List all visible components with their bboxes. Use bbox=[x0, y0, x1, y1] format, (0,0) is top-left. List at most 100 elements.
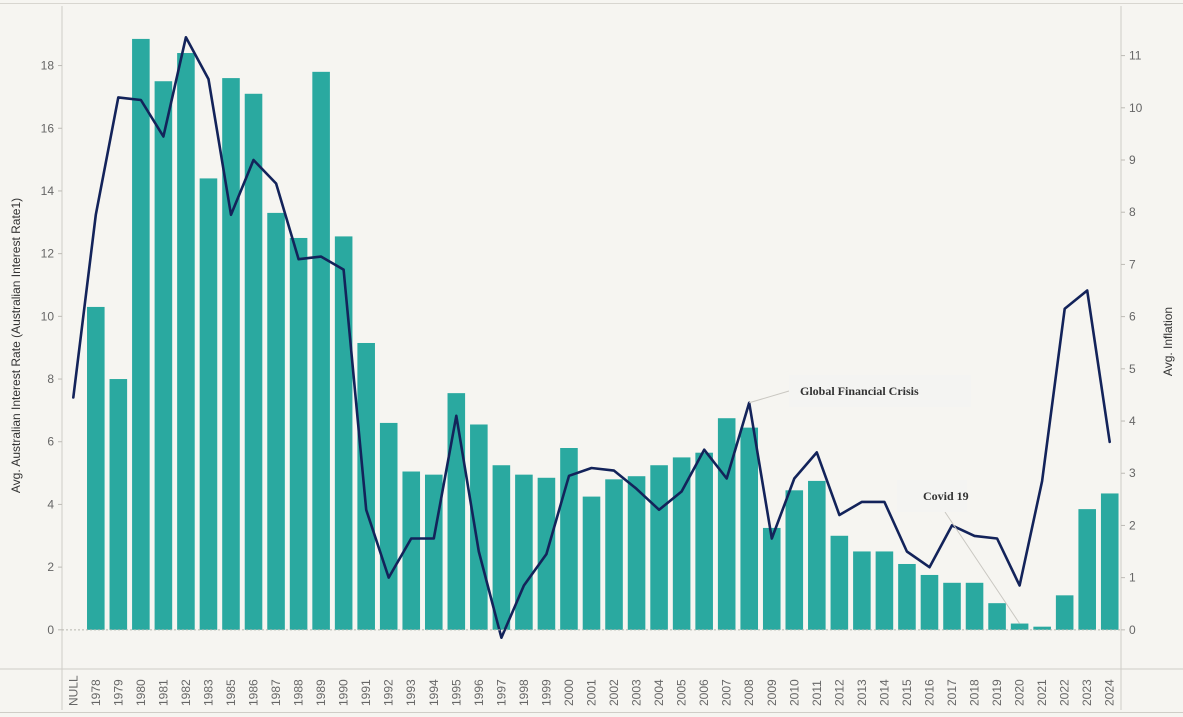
x-tick-label: 2003 bbox=[630, 679, 644, 706]
x-tick-label: 2023 bbox=[1080, 679, 1094, 706]
bar bbox=[199, 178, 218, 630]
bar bbox=[740, 427, 759, 630]
x-tick-label: 1982 bbox=[179, 679, 193, 706]
x-tick-label: 2010 bbox=[787, 679, 801, 706]
y2-tick-label: 9 bbox=[1129, 153, 1136, 167]
y-tick-label: 6 bbox=[47, 435, 54, 449]
bar bbox=[267, 212, 285, 630]
y2-tick-label: 0 bbox=[1129, 623, 1136, 637]
bar bbox=[132, 38, 150, 630]
bar bbox=[785, 490, 804, 630]
x-tick-label: 2024 bbox=[1103, 679, 1117, 706]
x-tick-label: 2005 bbox=[675, 679, 689, 706]
bar bbox=[109, 379, 128, 630]
y-tick-label: 16 bbox=[41, 121, 55, 135]
frame-bottom-border bbox=[0, 712, 1183, 713]
bar bbox=[717, 418, 736, 630]
x-tick-label: 2015 bbox=[900, 679, 914, 706]
bar bbox=[402, 471, 421, 630]
x-tick-label: 1988 bbox=[292, 679, 306, 706]
x-tick-label: 2019 bbox=[990, 679, 1004, 706]
x-tick-label: 2009 bbox=[765, 679, 779, 706]
x-tick-label: 1992 bbox=[382, 679, 396, 706]
bar bbox=[1100, 493, 1119, 630]
x-tick-label: 1995 bbox=[449, 679, 463, 706]
x-tick-label: 2021 bbox=[1035, 679, 1049, 706]
y2-tick-label: 6 bbox=[1129, 310, 1136, 324]
bar bbox=[830, 535, 849, 630]
x-tick-label: 1986 bbox=[247, 679, 261, 706]
annotations-layer: Global Financial Crisis Covid 19 bbox=[749, 375, 1021, 624]
x-tick-label: 2006 bbox=[697, 679, 711, 706]
bar bbox=[312, 71, 330, 630]
x-tick-label: 2008 bbox=[742, 679, 756, 706]
bar bbox=[289, 237, 308, 630]
x-tick-label: 1990 bbox=[337, 679, 351, 706]
line-layer bbox=[72, 35, 1111, 640]
bar bbox=[988, 603, 1006, 630]
inflation-line bbox=[72, 35, 1111, 640]
x-tick-label: 1999 bbox=[539, 679, 553, 706]
x-tick-label: 1985 bbox=[224, 679, 238, 706]
bar bbox=[177, 53, 195, 630]
x-tick-label: 2011 bbox=[810, 680, 824, 706]
y2-axis-title: Avg. Inflation bbox=[1161, 307, 1175, 376]
y-tick-label: 18 bbox=[41, 59, 55, 73]
bar bbox=[672, 457, 691, 630]
y2-tick-label: 1 bbox=[1129, 571, 1136, 585]
bar bbox=[470, 424, 488, 630]
y-tick-label: 0 bbox=[47, 623, 54, 637]
y-tick-label: 2 bbox=[47, 560, 54, 574]
bar bbox=[627, 476, 646, 630]
bar bbox=[515, 474, 533, 630]
y2-tick-label: 10 bbox=[1129, 101, 1143, 115]
y-tick-label: 12 bbox=[41, 247, 55, 261]
x-tick-label: 1998 bbox=[517, 679, 531, 706]
x-tick-label: 2013 bbox=[855, 679, 869, 706]
x-tick-label: 1989 bbox=[314, 679, 328, 706]
bar bbox=[853, 551, 871, 630]
covid-annotation-leader bbox=[944, 511, 1021, 624]
x-tick-label: 1981 bbox=[156, 679, 170, 706]
bar bbox=[1078, 509, 1096, 630]
bar bbox=[965, 582, 984, 630]
x-tick-label: 2017 bbox=[945, 679, 959, 706]
x-tick-label: 2000 bbox=[562, 679, 576, 706]
bar bbox=[1010, 623, 1029, 630]
x-tick-label: 1983 bbox=[201, 679, 215, 706]
covid-annotation-box bbox=[897, 480, 967, 512]
x-tick-label: 1980 bbox=[134, 679, 148, 706]
bar bbox=[334, 236, 353, 630]
x-tick-label: 2020 bbox=[1013, 679, 1027, 706]
bar bbox=[379, 422, 398, 630]
x-tick-label: NULL bbox=[66, 675, 80, 706]
x-tick-label: 1978 bbox=[89, 679, 103, 706]
x-tick-label: 1996 bbox=[472, 679, 486, 706]
x-tick-label: 2012 bbox=[832, 679, 846, 706]
bar bbox=[920, 574, 939, 630]
x-tick-label: 1991 bbox=[359, 679, 373, 706]
x-tick-label: 1993 bbox=[404, 679, 418, 706]
bar bbox=[222, 78, 240, 630]
bar bbox=[808, 480, 826, 630]
gfc-annotation-leader bbox=[749, 390, 790, 404]
y-tick-label: 4 bbox=[47, 497, 54, 511]
bar bbox=[762, 527, 781, 630]
bar bbox=[605, 479, 623, 630]
x-tick-label: 2004 bbox=[652, 679, 666, 706]
x-tick-label: 2018 bbox=[968, 679, 982, 706]
bars-layer bbox=[87, 38, 1119, 630]
y2-tick-label: 11 bbox=[1129, 49, 1142, 63]
y2-tick-label: 8 bbox=[1129, 205, 1136, 219]
bar bbox=[875, 551, 894, 630]
bar bbox=[943, 582, 961, 630]
y2-tick-label: 5 bbox=[1129, 362, 1136, 376]
gfc-annotation-text: Global Financial Crisis bbox=[800, 384, 919, 398]
bar bbox=[650, 465, 668, 630]
y2-tick-label: 7 bbox=[1129, 257, 1136, 271]
bar bbox=[244, 93, 263, 630]
bar bbox=[357, 342, 375, 630]
x-tick-label: 1997 bbox=[494, 679, 508, 706]
